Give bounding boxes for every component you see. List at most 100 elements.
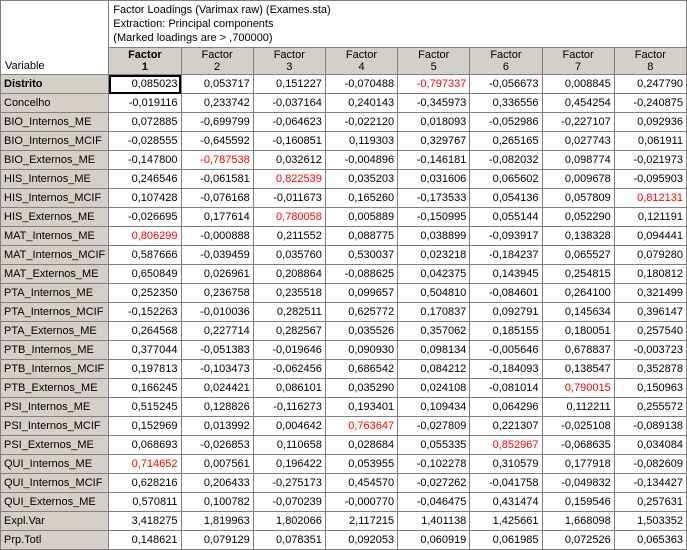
title-line-1: Factor Loadings (Varimax raw) (Exames.st… <box>113 3 682 17</box>
data-cell: -0,081014 <box>470 379 542 398</box>
data-cell: 0,650849 <box>109 265 181 284</box>
data-cell: 0,180051 <box>542 322 614 341</box>
data-cell: 0,211552 <box>253 227 325 246</box>
column-header-factor-8: Factor8 <box>614 48 686 75</box>
data-cell: -0,150995 <box>398 208 470 227</box>
table-row: BIO_Externos_ME-0,147800-0,7875380,03261… <box>1 151 687 170</box>
data-cell: 0,138547 <box>542 360 614 379</box>
data-cell: -0,049832 <box>542 474 614 493</box>
data-cell: -0,021973 <box>614 151 686 170</box>
data-cell: 0,027743 <box>542 132 614 151</box>
data-cell: 0,038899 <box>398 227 470 246</box>
title-line-3: (Marked loadings are > ,700000) <box>113 31 682 45</box>
data-cell: 0,152969 <box>109 417 181 436</box>
data-cell: 0,246546 <box>109 170 181 189</box>
data-cell: -0,061581 <box>181 170 253 189</box>
data-cell: -0,027809 <box>398 417 470 436</box>
data-cell: 0,852967 <box>470 436 542 455</box>
data-cell: 0,570811 <box>109 493 181 512</box>
data-cell: 0,236758 <box>181 284 253 303</box>
data-cell: 0,138328 <box>542 227 614 246</box>
data-cell: 0,780058 <box>253 208 325 227</box>
table-row: QUI_Internos_ME0,7146520,0075610,1964220… <box>1 455 687 474</box>
data-cell: 0,336556 <box>470 94 542 113</box>
table-row: HIS_Internos_ME0,246546-0,0615810,822539… <box>1 170 687 189</box>
table-row: HIS_Externos_ME-0,0266950,1776140,780058… <box>1 208 687 227</box>
data-cell: 1,819963 <box>181 512 253 531</box>
data-cell: -0,019116 <box>109 94 181 113</box>
data-cell: 0,085023 <box>109 75 181 94</box>
row-header: BIO_Internos_ME <box>1 113 109 132</box>
data-cell: 0,806299 <box>109 227 181 246</box>
data-cell: -0,275173 <box>253 474 325 493</box>
data-cell: -0,064623 <box>253 113 325 132</box>
data-cell: -0,103473 <box>181 360 253 379</box>
data-cell: 0,107428 <box>109 189 181 208</box>
data-cell: 0,265165 <box>470 132 542 151</box>
data-cell: 0,072526 <box>542 531 614 550</box>
data-cell: -0,026695 <box>109 208 181 227</box>
data-cell: -0,095903 <box>614 170 686 189</box>
data-cell: 0,098774 <box>542 151 614 170</box>
data-cell: -0,082032 <box>470 151 542 170</box>
data-cell: 0,235518 <box>253 284 325 303</box>
data-cell: 1,668098 <box>542 512 614 531</box>
data-cell: 0,185155 <box>470 322 542 341</box>
table-row: PSI_Externos_ME0,068693-0,0268530,110658… <box>1 436 687 455</box>
data-cell: 0,109434 <box>398 398 470 417</box>
data-cell: 0,065363 <box>614 531 686 550</box>
data-cell: -0,797337 <box>398 75 470 94</box>
data-cell: 0,078351 <box>253 531 325 550</box>
data-cell: 0,252350 <box>109 284 181 303</box>
data-cell: 0,686542 <box>325 360 397 379</box>
data-cell: 0,240143 <box>325 94 397 113</box>
data-cell: -0,027262 <box>398 474 470 493</box>
table-row: MAT_Internos_ME0,806299-0,0008880,211552… <box>1 227 687 246</box>
data-cell: 0,504810 <box>398 284 470 303</box>
data-cell: -0,000770 <box>325 493 397 512</box>
data-cell: 0,055335 <box>398 436 470 455</box>
data-cell: 0,166245 <box>109 379 181 398</box>
data-cell: 0,035203 <box>325 170 397 189</box>
row-header: BIO_Internos_MCIF <box>1 132 109 151</box>
data-cell: -0,037164 <box>253 94 325 113</box>
table-row: QUI_Internos_MCIF0,6282160,206433-0,2751… <box>1 474 687 493</box>
data-cell: 0,055144 <box>470 208 542 227</box>
data-cell: 0,008845 <box>542 75 614 94</box>
row-header: Distrito <box>1 75 109 94</box>
data-cell: 0,100782 <box>181 493 253 512</box>
data-cell: -0,000888 <box>181 227 253 246</box>
data-cell: -0,051383 <box>181 341 253 360</box>
data-cell: 0,143945 <box>470 265 542 284</box>
table-row: QUI_Externos_ME0,5708110,100782-0,070239… <box>1 493 687 512</box>
data-cell: -0,134427 <box>614 474 686 493</box>
data-cell: 0,098134 <box>398 341 470 360</box>
table-row: Distrito0,0850230,0537170,151227-0,07048… <box>1 75 687 94</box>
data-cell: 0,110658 <box>253 436 325 455</box>
data-cell: -0,184237 <box>470 246 542 265</box>
data-cell: -0,787538 <box>181 151 253 170</box>
data-cell: 0,812131 <box>614 189 686 208</box>
data-cell: 0,628216 <box>109 474 181 493</box>
data-cell: 3,418275 <box>109 512 181 531</box>
data-cell: 0,092053 <box>325 531 397 550</box>
data-cell: -0,005646 <box>470 341 542 360</box>
data-cell: 0,180812 <box>614 265 686 284</box>
data-cell: 0,625772 <box>325 303 397 322</box>
row-header: HIS_Internos_ME <box>1 170 109 189</box>
data-cell: 0,005889 <box>325 208 397 227</box>
data-cell: 1,503352 <box>614 512 686 531</box>
column-header-factor-1: Factor1 <box>109 48 181 75</box>
data-cell: 0,264100 <box>542 284 614 303</box>
data-cell: -0,041758 <box>470 474 542 493</box>
data-cell: 2,117215 <box>325 512 397 531</box>
row-header: BIO_Externos_ME <box>1 151 109 170</box>
data-cell: 0,072885 <box>109 113 181 132</box>
table-row: Prp.Totl0,1486210,0791290,0783510,092053… <box>1 531 687 550</box>
data-cell: 0,060919 <box>398 531 470 550</box>
data-cell: 0,035760 <box>253 246 325 265</box>
data-cell: -0,645592 <box>181 132 253 151</box>
data-cell: 0,092791 <box>470 303 542 322</box>
data-cell: 0,119303 <box>325 132 397 151</box>
data-cell: 0,714652 <box>109 455 181 474</box>
